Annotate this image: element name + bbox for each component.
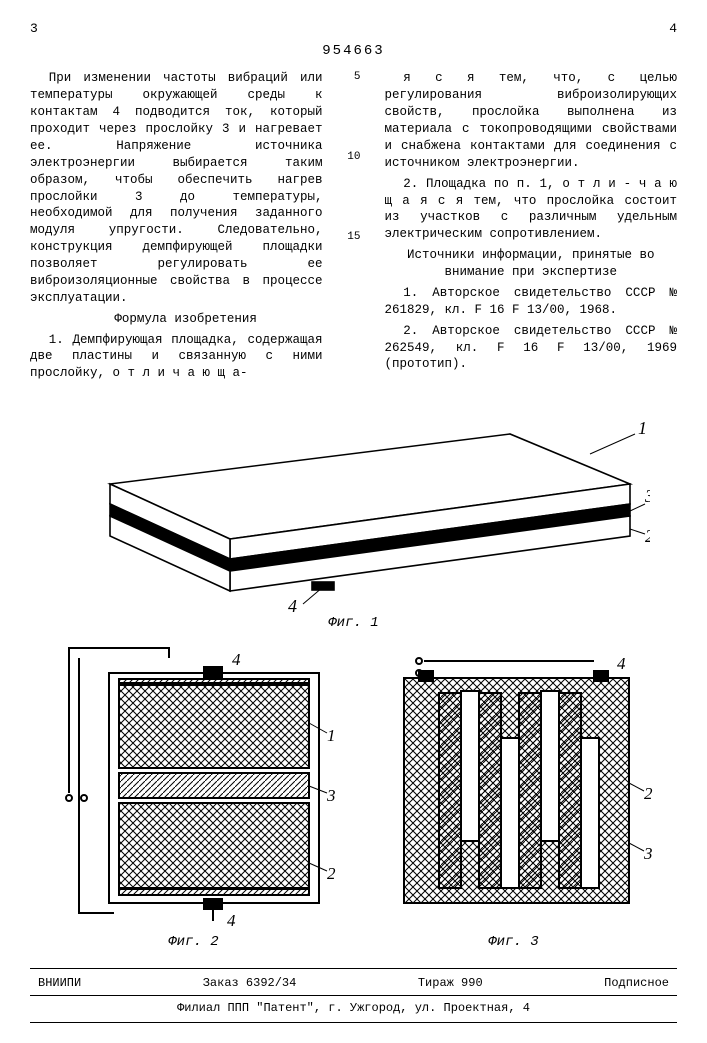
right-column: я с я тем, что, с целью регулирования ви… [385, 70, 678, 386]
fig2-label: Фиг. 2 [49, 933, 339, 952]
figure-3: 4 2 3 [369, 643, 659, 933]
left-para-1: При изменении частоты вибраций или темпе… [30, 70, 323, 306]
callout-4: 4 [617, 654, 626, 673]
callout-4: 4 [232, 650, 241, 669]
reference-2: 2. Авторское свидетельство СССР № 262549… [385, 323, 678, 374]
line-marker: 15 [347, 230, 361, 310]
footer: ВНИИПИ Заказ 6392/34 Тираж 990 Подписное… [30, 968, 677, 1023]
sources-heading: Источники информации, принятые во вниман… [385, 247, 678, 281]
callout-1: 1 [638, 418, 647, 438]
footer-order: Заказ 6392/34 [203, 975, 297, 991]
callout-2: 2 [645, 526, 650, 546]
callout-4: 4 [288, 596, 297, 614]
footer-sub: Подписное [604, 975, 669, 991]
page-header: 3 4 [30, 20, 677, 38]
callout-3: 3 [643, 844, 653, 863]
left-column: При изменении частоты вибраций или темпе… [30, 70, 323, 386]
figure-3-wrap: 4 2 3 Фиг. 3 [369, 643, 659, 952]
footer-org: ВНИИПИ [38, 975, 81, 991]
page-num-right: 4 [669, 20, 677, 38]
right-para-1: я с я тем, что, с целью регулирования ви… [385, 70, 678, 171]
callout-3: 3 [326, 786, 336, 805]
line-number-gutter: 5 10 15 [347, 70, 361, 386]
page-num-left: 3 [30, 20, 38, 38]
reference-1: 1. Авторское свидетельство СССР № 261829… [385, 285, 678, 319]
footer-tirazh: Тираж 990 [418, 975, 483, 991]
line-marker: 5 [347, 70, 361, 150]
figure-2-wrap: 4 1 3 2 4 Фиг. 2 [49, 643, 339, 952]
callout-1: 1 [327, 726, 336, 745]
callout-3: 3 [644, 486, 650, 506]
line-marker: 10 [347, 150, 361, 230]
formula-heading: Формула изобретения [30, 311, 323, 328]
callout-2: 2 [644, 784, 653, 803]
figure-2: 4 1 3 2 4 [49, 643, 339, 933]
left-para-2: 1. Демпфирующая площадка, содержащая две… [30, 332, 323, 383]
document-number: 954663 [30, 42, 677, 61]
footer-address: Филиал ППП "Патент", г. Ужгород, ул. Про… [177, 1000, 530, 1016]
text-columns: При изменении частоты вибраций или темпе… [30, 70, 677, 386]
right-para-2: 2. Площадка по п. 1, о т л и - ч а ю щ а… [385, 176, 678, 244]
callout-4b: 4 [227, 911, 236, 930]
callout-2: 2 [327, 864, 336, 883]
figure-1: 1 3 2 4 [30, 404, 650, 614]
fig3-label: Фиг. 3 [369, 933, 659, 952]
fig1-label: Фиг. 1 [30, 614, 677, 633]
figures-block: 1 3 2 4 Фиг. 1 [30, 404, 677, 952]
